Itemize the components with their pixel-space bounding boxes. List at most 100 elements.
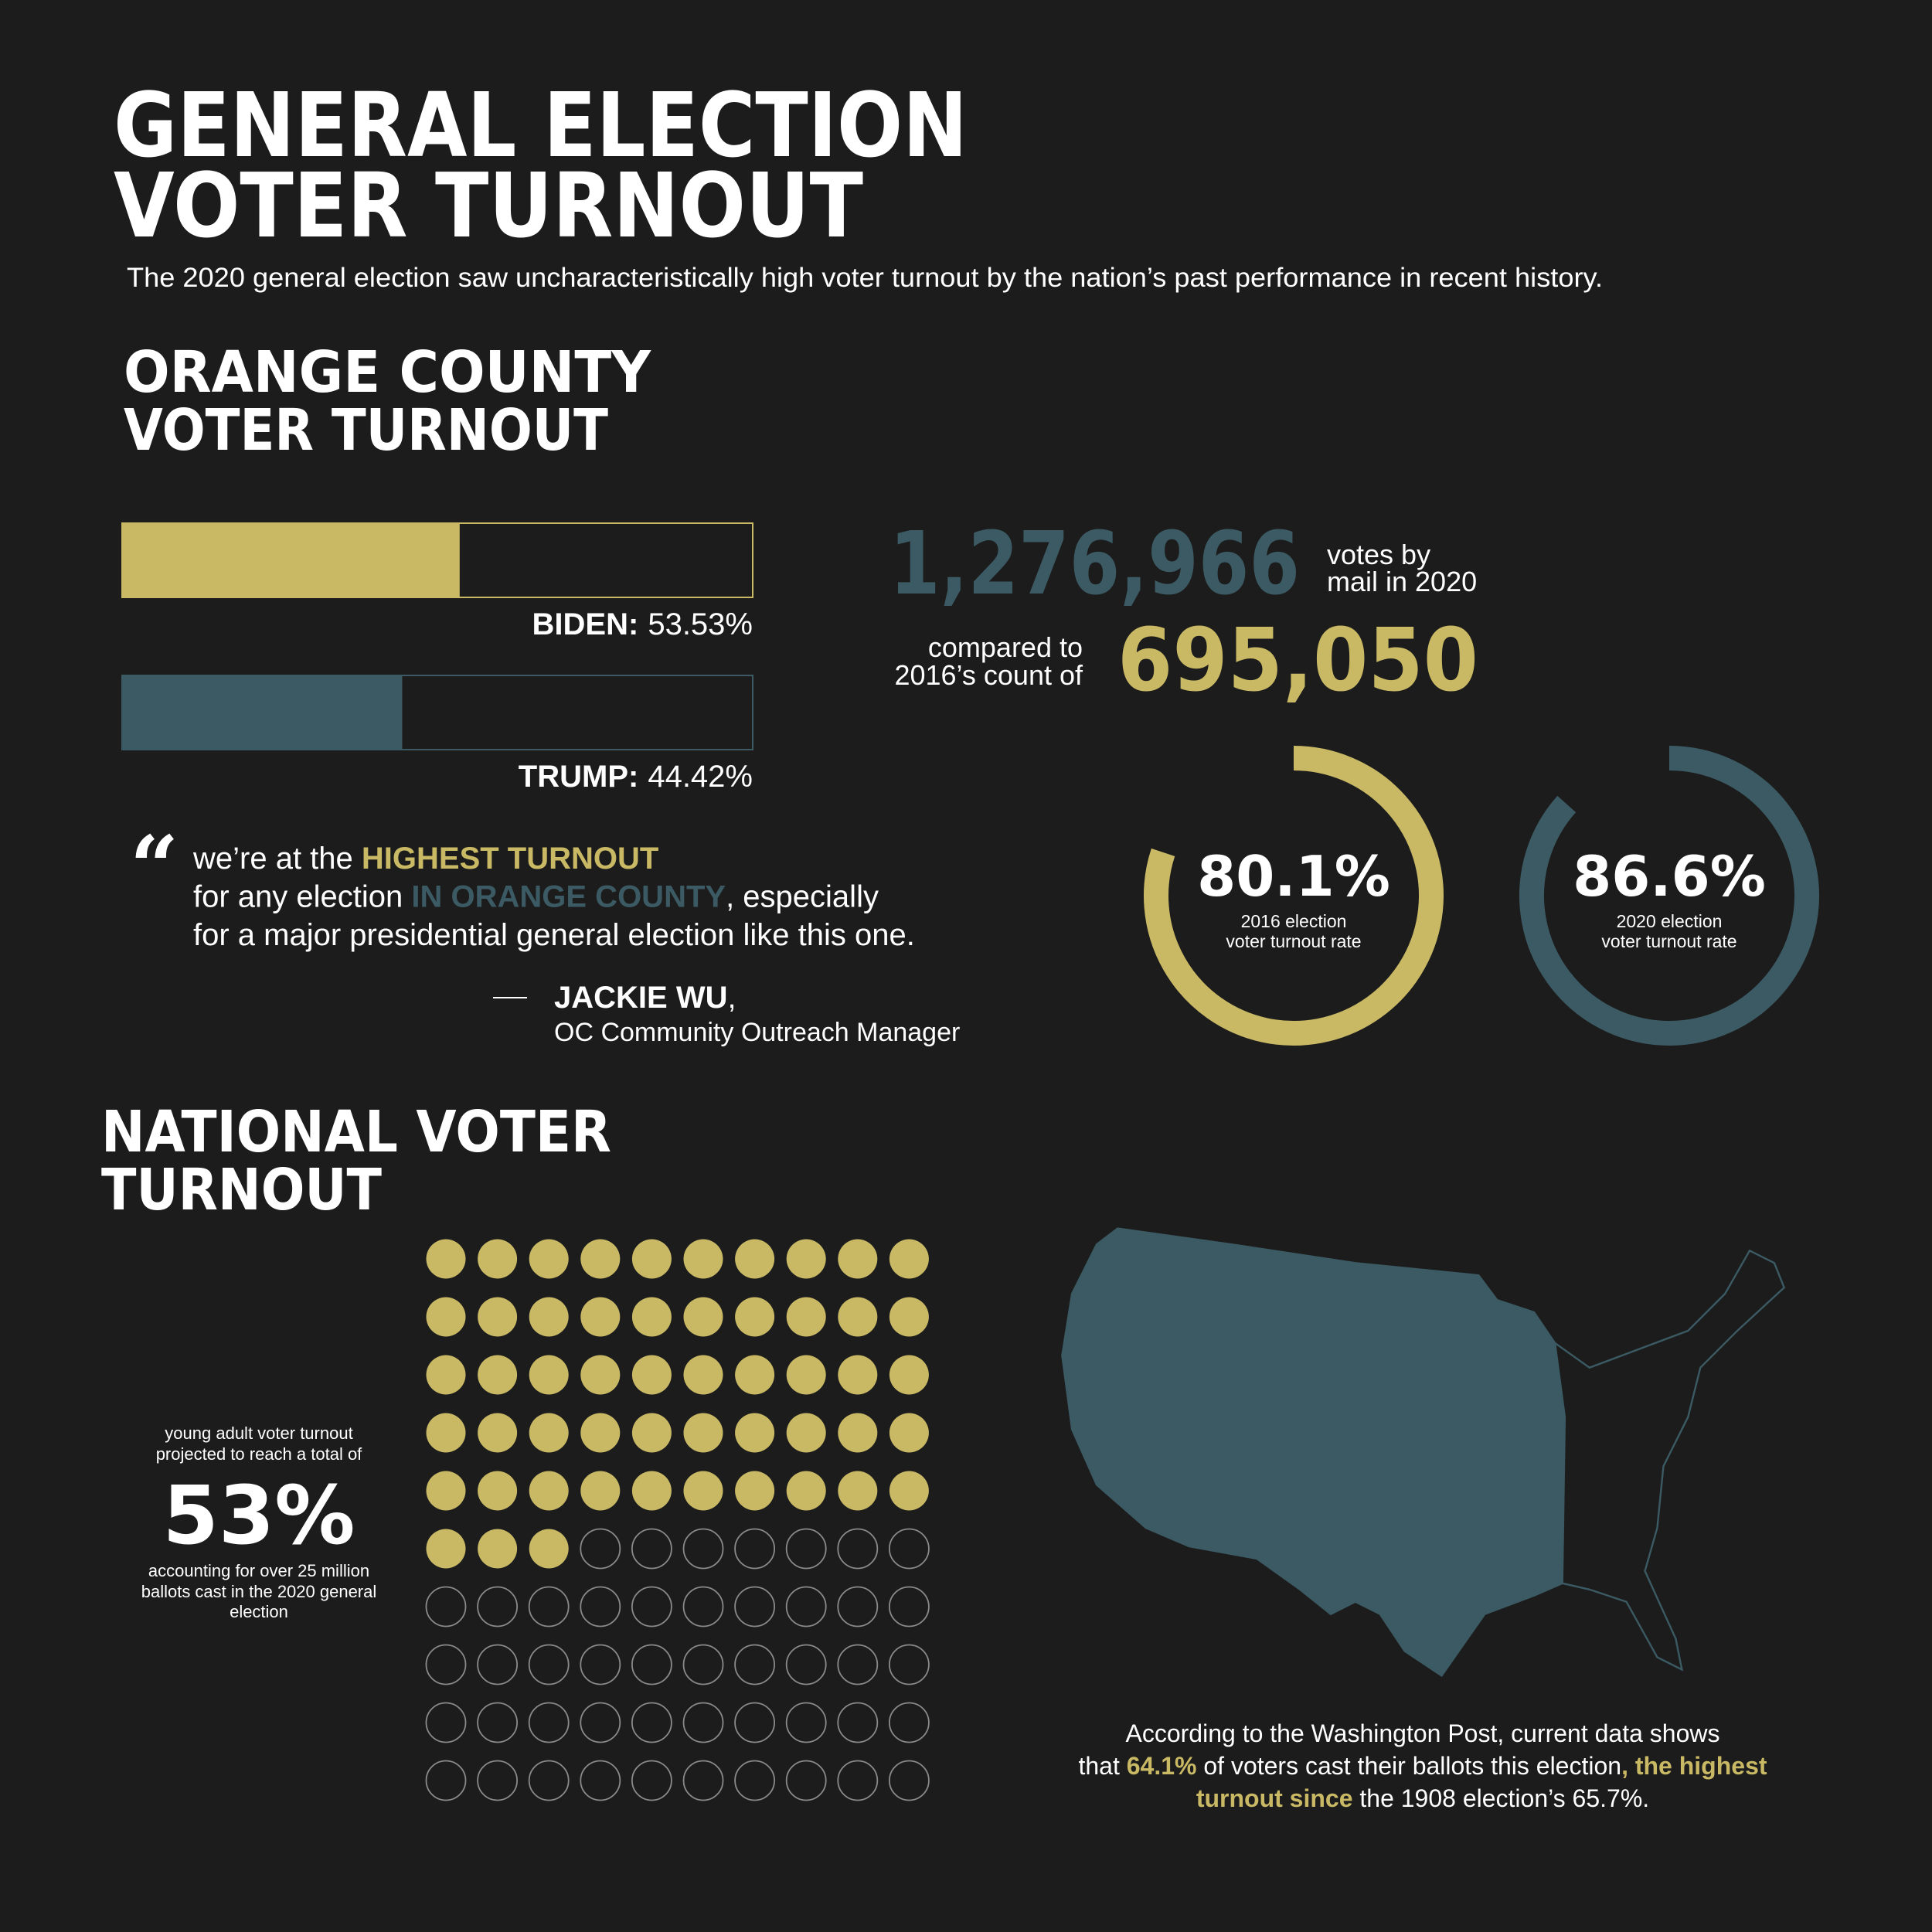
bar <box>122 523 460 597</box>
waffle-dot <box>425 1702 467 1743</box>
waffle-dot <box>529 1297 569 1337</box>
waffle-dot <box>580 1528 621 1570</box>
waffle-dot <box>425 1760 467 1801</box>
waffle-dot <box>580 1355 621 1395</box>
waffle-dot <box>683 1297 723 1337</box>
waffle-dot <box>734 1702 775 1743</box>
ring <box>1519 746 1819 1046</box>
waffle-dot <box>837 1702 879 1743</box>
waffle-dot <box>528 1644 570 1685</box>
waffle-dot <box>735 1239 775 1279</box>
waffle-dot <box>478 1413 518 1453</box>
waffle-dot <box>837 1586 879 1628</box>
waffle-dot <box>631 1413 672 1453</box>
waffle-dot <box>631 1297 672 1337</box>
waffle-dot <box>838 1355 878 1395</box>
waffle-dot <box>734 1644 775 1685</box>
text-line: we’re at the HIGHEST TURNOUT <box>192 842 658 876</box>
waffle-dot <box>786 1239 826 1279</box>
waffle-dot <box>683 1413 723 1453</box>
text-segment: for any election <box>193 880 411 914</box>
waffle-dot <box>735 1413 775 1453</box>
section-title: NATIONAL VOTER <box>101 1099 611 1165</box>
ring-caption: voter turnout rate <box>1226 931 1361 951</box>
text-line: that 64.1% of voters cast their ballots … <box>1078 1752 1767 1780</box>
waffle-dot <box>478 1355 518 1395</box>
waffle-dot <box>837 1644 879 1685</box>
waffle-dot <box>529 1529 569 1569</box>
waffle-dot <box>734 1586 775 1628</box>
waffle-intro: projected to reach a total of <box>156 1444 362 1464</box>
bar-label: TRUMP: 44.42% <box>519 760 753 794</box>
waffle-note: accounting for over 25 million <box>148 1561 369 1580</box>
ring-caption: 2020 election <box>1617 911 1723 931</box>
waffle-dot <box>580 1760 621 1801</box>
waffle-dot <box>785 1760 827 1801</box>
text-segment: of voters cast their ballots this electi… <box>1196 1752 1621 1780</box>
waffle-dot <box>631 1355 672 1395</box>
waffle-dot <box>426 1239 466 1279</box>
text-segment: , especially <box>726 880 879 914</box>
text-segment: the 1908 election’s 65.7%. <box>1352 1784 1649 1812</box>
waffle-dot <box>631 1586 672 1628</box>
waffle-dot <box>580 1413 621 1453</box>
waffle-dot <box>889 1413 929 1453</box>
ring-caption: 2016 election <box>1241 911 1347 931</box>
author-suffix: , <box>727 981 736 1015</box>
ring-value: 80.1% <box>1197 844 1390 909</box>
section-title: TURNOUT <box>101 1157 382 1223</box>
waffle-dot <box>735 1471 775 1511</box>
waffle-dot <box>580 1586 621 1628</box>
waffle-dot <box>734 1528 775 1570</box>
author-name: JACKIE WU <box>554 981 727 1015</box>
text-line: turnout since the 1908 election’s 65.7%. <box>1196 1784 1649 1812</box>
waffle-dot <box>478 1471 518 1511</box>
ring-value: 86.6% <box>1573 844 1766 909</box>
waffle-dot <box>682 1702 724 1743</box>
waffle-dot <box>529 1355 569 1395</box>
waffle-dot <box>889 1702 930 1743</box>
waffle-dot <box>425 1586 467 1628</box>
waffle-dot <box>426 1529 466 1569</box>
subtitle: The 2020 general election saw uncharacte… <box>127 263 1603 293</box>
waffle-note: ballots cast in the 2020 general <box>141 1582 377 1601</box>
text-line: for any election IN ORANGE COUNTY, espec… <box>193 880 879 914</box>
waffle-dot <box>528 1586 570 1628</box>
waffle-dot <box>786 1355 826 1395</box>
waffle-dot <box>838 1297 878 1337</box>
waffle-dot <box>683 1355 723 1395</box>
waffle-dot <box>786 1471 826 1511</box>
waffle-dot <box>528 1702 570 1743</box>
waffle-dot <box>889 1760 930 1801</box>
waffle-dot <box>837 1760 879 1801</box>
waffle-dot <box>889 1528 930 1570</box>
waffle-dot <box>785 1702 827 1743</box>
compare-note: compared to <box>928 631 1083 663</box>
waffle-dot <box>682 1528 724 1570</box>
waffle-dot <box>735 1355 775 1395</box>
waffle-dot <box>426 1297 466 1337</box>
waffle-dot <box>682 1760 724 1801</box>
waffle-dot <box>735 1297 775 1337</box>
section-title: VOTER TURNOUT <box>124 397 608 464</box>
text-segment: 64.1% <box>1127 1752 1197 1780</box>
text-line: for a major presidential general electio… <box>193 918 915 952</box>
waffle-value: 53% <box>163 1468 355 1563</box>
mail-note: votes by <box>1327 539 1430 570</box>
title: GENERAL ELECTION <box>114 74 968 178</box>
waffle-dot <box>580 1239 621 1279</box>
waffle-dot <box>785 1644 827 1685</box>
mail-count: 1,276,966 <box>889 514 1300 614</box>
ring <box>1144 746 1444 1046</box>
prior-count: 695,050 <box>1117 611 1478 711</box>
waffle-dot <box>478 1239 518 1279</box>
waffle-dot <box>785 1528 827 1570</box>
text-line: According to the Washington Post, curren… <box>1126 1719 1720 1747</box>
waffle-dot <box>631 1239 672 1279</box>
waffle-dot <box>529 1413 569 1453</box>
bar-value: 53.53% <box>648 607 753 641</box>
waffle-dot <box>838 1413 878 1453</box>
waffle-dot <box>477 1644 518 1685</box>
